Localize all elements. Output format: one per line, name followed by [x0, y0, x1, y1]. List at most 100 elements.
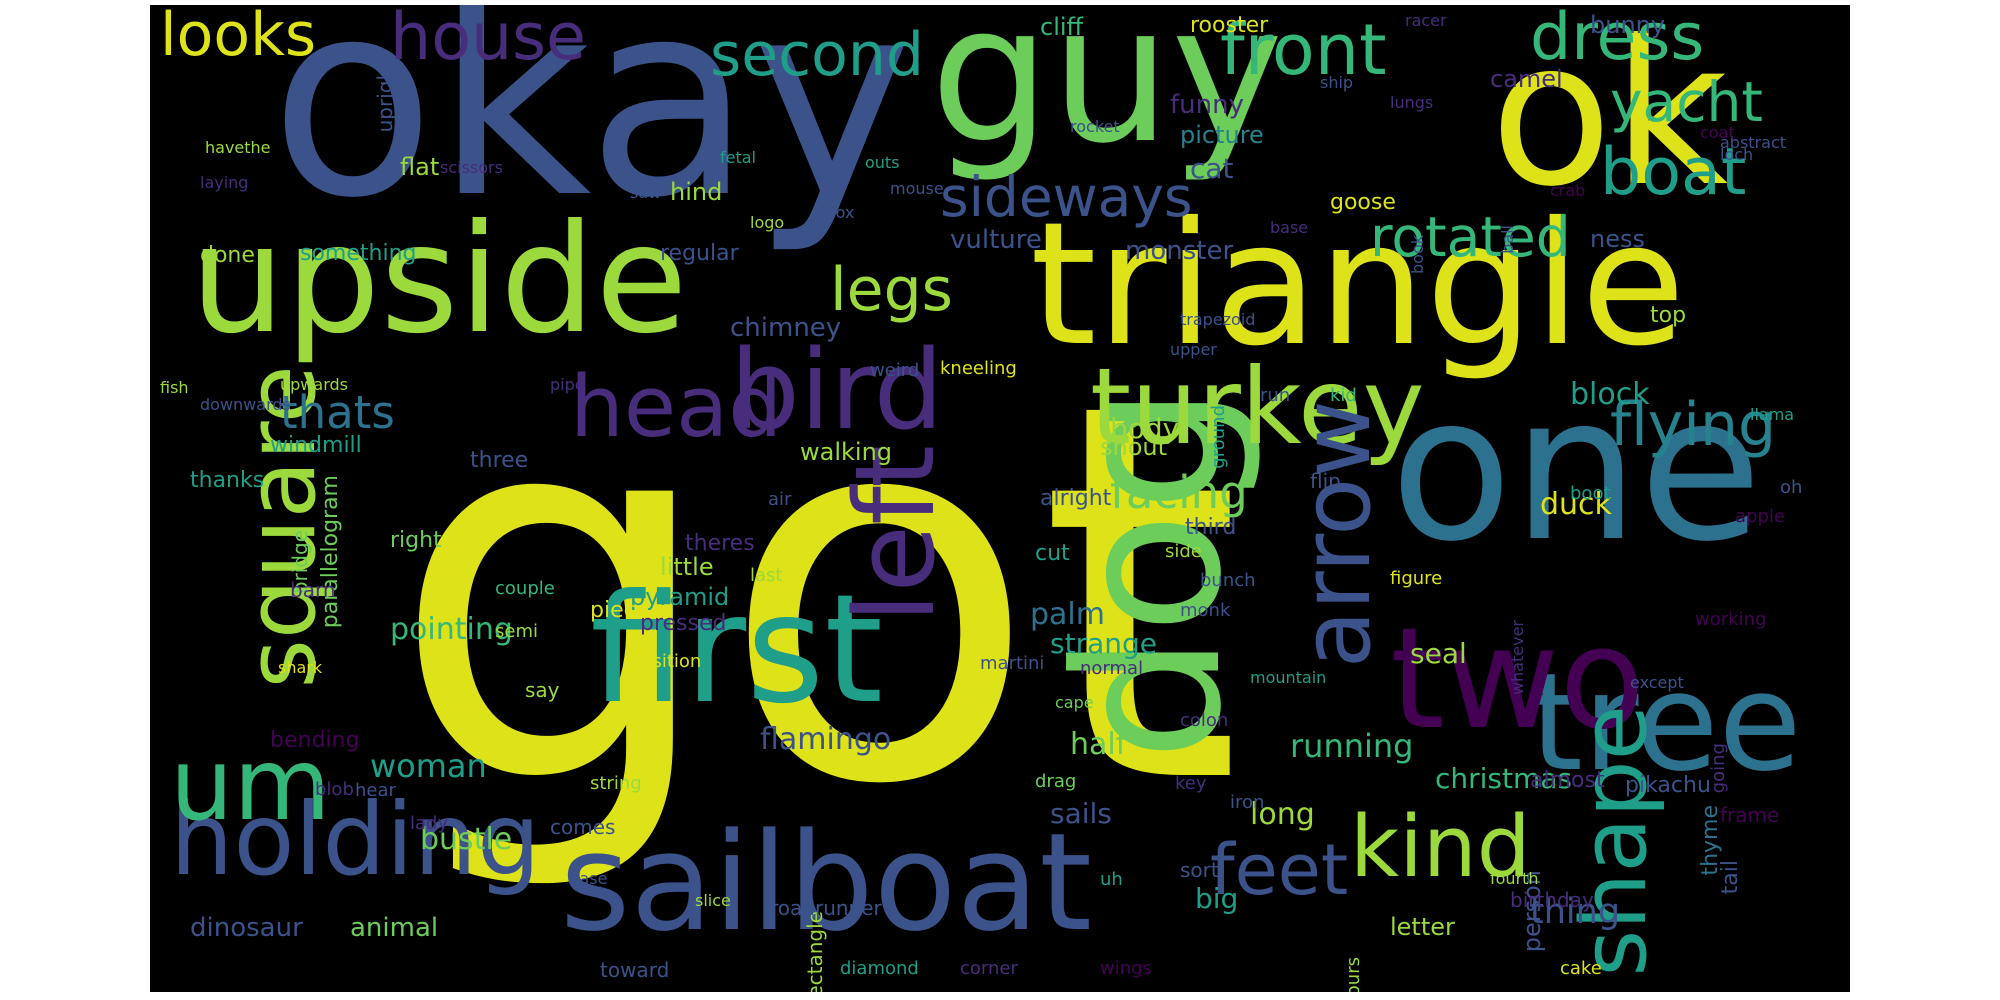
word-dinosaur: dinosaur [190, 913, 303, 943]
word-loch: loch [1720, 145, 1754, 164]
word-palm: palm [1030, 597, 1105, 632]
word-big: big [1195, 882, 1239, 915]
word-trapezoid: trapezoid [1180, 310, 1256, 329]
word-one: one [1390, 353, 1763, 586]
word-upside: upside [190, 193, 688, 367]
word-flip: flip [1310, 469, 1341, 493]
word-logo: logo [750, 213, 785, 232]
word-uh: uh [1100, 869, 1123, 890]
word-side: side [1165, 541, 1202, 562]
word-colon: colon [1180, 710, 1229, 731]
word-tail: tail [1718, 860, 1743, 895]
word-pointing: pointing [390, 612, 513, 647]
word-legs: legs [830, 255, 953, 325]
word-thanks: thanks [190, 468, 265, 493]
word-sailboat: sailboat [560, 804, 1093, 961]
word-air: air [768, 489, 792, 510]
word-upwards: upwards [280, 375, 348, 394]
word-triangle: triangle [1030, 186, 1686, 384]
word-left: left [831, 445, 959, 624]
word-guy: guy [930, 5, 1284, 185]
word-running: running [1290, 727, 1414, 765]
word-havethe: havethe [205, 138, 271, 157]
word-flamingo: flamingo [760, 722, 892, 757]
word-base: base [1270, 218, 1309, 237]
word-second: second [710, 20, 924, 90]
word-key: key [1175, 773, 1207, 794]
word-woman: woman [370, 747, 487, 785]
word-slice: slice [695, 891, 731, 910]
word-picture: picture [1180, 121, 1264, 149]
word-figure: figure [1390, 568, 1443, 589]
word-weird: weird [870, 360, 920, 381]
word-cat: cat [1190, 152, 1234, 185]
word-working: working [1695, 609, 1767, 630]
word-cake: cake [1560, 958, 1602, 979]
word-first: first [590, 563, 884, 737]
word-animal: animal [350, 913, 439, 943]
word-roadrunner: roadrunner [770, 896, 882, 920]
word-rectangle: rectangle [803, 911, 827, 992]
word-rocket: rocket [1070, 117, 1120, 136]
word-drag: drag [1035, 771, 1077, 792]
word-funny: funny [1170, 90, 1244, 120]
word-diamond: diamond [840, 958, 919, 979]
word-camel: camel [1490, 65, 1563, 93]
word-upright: upright [373, 60, 397, 133]
word-rotated: rotated [1370, 205, 1571, 269]
word-right: right [390, 528, 442, 553]
word-hear: hear [355, 780, 396, 801]
word-kneeling: kneeling [940, 358, 1017, 379]
word-three: three [470, 448, 529, 473]
word-thats: thats [280, 386, 395, 439]
word-tree: tree [1530, 644, 1802, 801]
word-laying: laying [200, 173, 249, 192]
word-racer: racer [1405, 11, 1447, 30]
word-ok: ok [1490, 5, 1729, 231]
word-run: run [1260, 385, 1291, 406]
word-little: little [660, 553, 714, 581]
word-boat: boat [1600, 135, 1747, 210]
word-cape: cape [1055, 693, 1094, 712]
word-comes: comes [550, 815, 616, 839]
word-snout: snout [1100, 433, 1168, 461]
word-got: got [390, 292, 1243, 898]
word-pyramid: pyramid [630, 583, 730, 611]
word-say: say [525, 678, 560, 702]
word-bending: bending [270, 728, 360, 753]
word-looks: looks [160, 5, 317, 70]
word-ball: ball [1498, 225, 1517, 254]
word-fetal: fetal [720, 148, 756, 167]
word-cliff: cliff [1040, 13, 1084, 41]
word-upper: upper [1170, 340, 1217, 359]
word-piece: piece [590, 598, 650, 623]
word-vulture: vulture [950, 225, 1042, 255]
word-apple: apple [1735, 506, 1785, 527]
word-fours: fours [1343, 957, 1364, 992]
word-front: front [1220, 9, 1387, 91]
word-turkey: turkey [1090, 346, 1425, 468]
word-pressed: pressed [640, 611, 727, 636]
word-pikachu: pikachu [1625, 773, 1711, 798]
word-fish: fish [160, 378, 189, 397]
word-facing: facing [1110, 466, 1248, 519]
word-duck: duck [1540, 487, 1612, 522]
word-birthday: birthday [1510, 888, 1594, 912]
word-monster: monster [1125, 236, 1234, 266]
word-third: third [1185, 515, 1237, 540]
word-sails: sails [1050, 797, 1112, 830]
word-bustle: bustle [420, 822, 513, 857]
word-saw: saw [630, 183, 662, 202]
word-llama: llama [1750, 405, 1795, 424]
word-martini: martini [980, 653, 1045, 674]
word-wings: wings [1100, 958, 1152, 979]
word-downwards: downwards [200, 395, 291, 414]
word-mountain: mountain [1250, 668, 1327, 687]
word-blob: blob [315, 779, 354, 800]
word-christmas: christmas [1435, 762, 1573, 795]
word-bunch: bunch [1200, 570, 1256, 591]
word-shark: shark [278, 658, 323, 677]
word-last: last [750, 565, 783, 586]
word-outs: outs [865, 153, 900, 172]
word-top: top [1650, 303, 1687, 328]
